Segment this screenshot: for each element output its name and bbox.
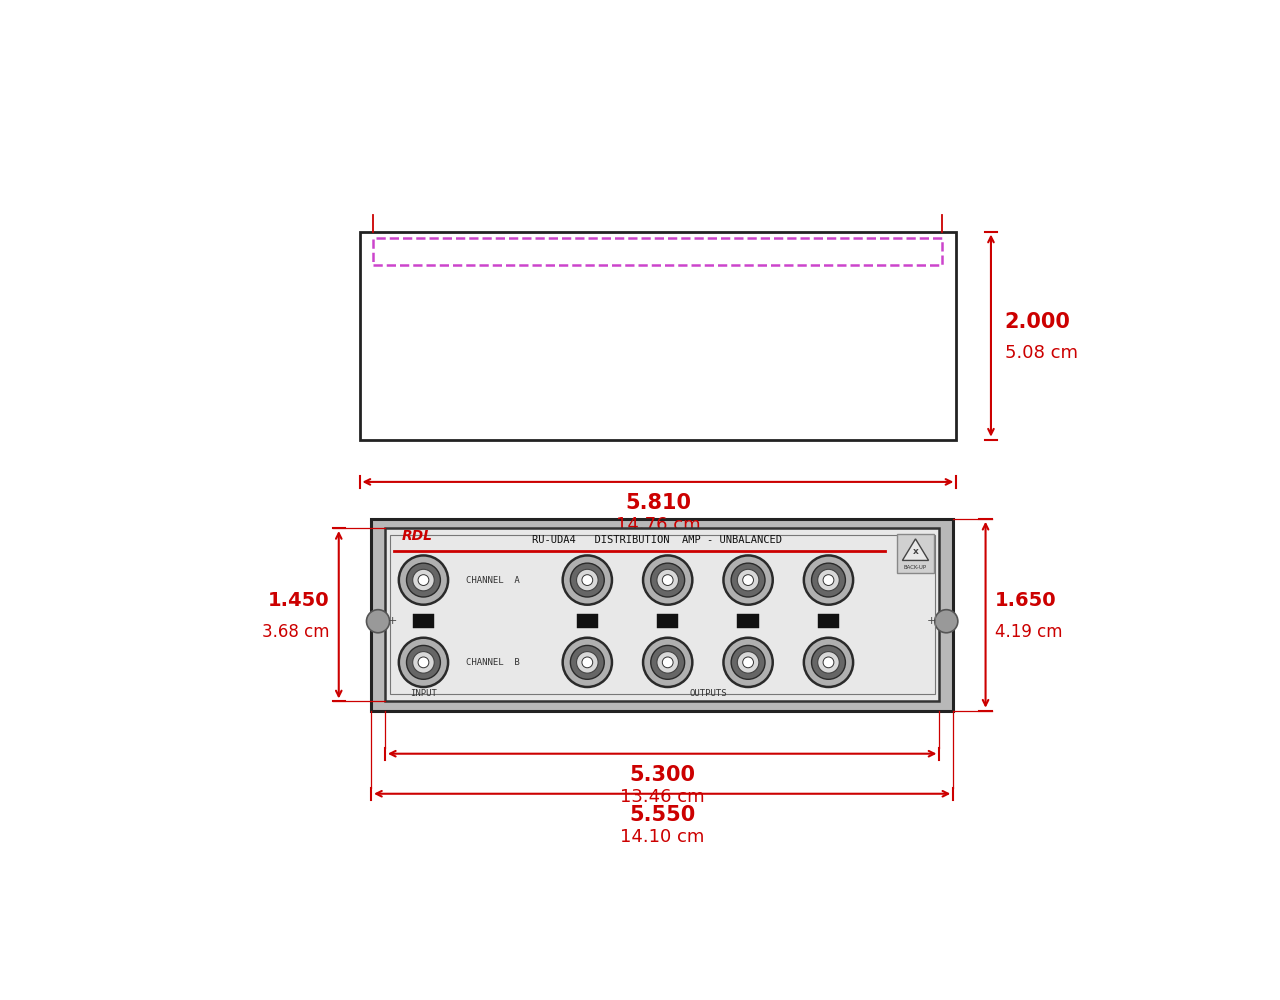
Circle shape — [742, 657, 754, 668]
Bar — [657, 614, 678, 628]
Circle shape — [934, 610, 957, 633]
Circle shape — [576, 569, 598, 591]
Circle shape — [731, 563, 765, 597]
Circle shape — [731, 645, 765, 679]
Circle shape — [419, 575, 429, 585]
Bar — [412, 614, 434, 628]
Text: 14.10 cm: 14.10 cm — [620, 828, 704, 846]
Circle shape — [582, 657, 593, 668]
Bar — [576, 614, 598, 628]
Text: CHANNEL  A: CHANNEL A — [466, 576, 520, 585]
Text: +: + — [927, 616, 937, 626]
Circle shape — [563, 555, 612, 605]
Text: 1.650: 1.650 — [995, 591, 1056, 610]
Text: x: x — [913, 547, 918, 556]
Text: INPUT: INPUT — [410, 689, 436, 698]
Circle shape — [412, 569, 434, 591]
Text: 5.810: 5.810 — [625, 493, 691, 513]
Circle shape — [657, 569, 678, 591]
Circle shape — [804, 555, 854, 605]
Bar — [737, 614, 759, 628]
Bar — [374, 238, 942, 265]
Text: OUTPUTS: OUTPUTS — [689, 689, 727, 698]
Circle shape — [657, 652, 678, 673]
Text: 5.300: 5.300 — [630, 765, 695, 785]
Circle shape — [571, 645, 604, 679]
Circle shape — [399, 638, 448, 687]
Bar — [818, 614, 840, 628]
Text: 2.000: 2.000 — [1005, 312, 1070, 332]
Bar — [385, 528, 940, 701]
Circle shape — [563, 638, 612, 687]
Circle shape — [723, 555, 773, 605]
Circle shape — [412, 652, 434, 673]
Circle shape — [643, 555, 692, 605]
Circle shape — [812, 563, 845, 597]
Circle shape — [662, 575, 673, 585]
Text: 4.19 cm: 4.19 cm — [995, 623, 1062, 641]
Text: 1.450: 1.450 — [268, 591, 329, 610]
Bar — [897, 534, 934, 573]
Circle shape — [650, 563, 685, 597]
Text: RU-UDA4   DISTRIBUTION  AMP - UNBALANCED: RU-UDA4 DISTRIBUTION AMP - UNBALANCED — [531, 535, 782, 545]
Circle shape — [818, 652, 840, 673]
Circle shape — [737, 569, 759, 591]
Circle shape — [804, 638, 854, 687]
Text: CHANNEL  B: CHANNEL B — [466, 658, 520, 667]
Bar — [389, 535, 934, 694]
Circle shape — [419, 657, 429, 668]
Circle shape — [407, 645, 440, 679]
Text: RDL: RDL — [402, 530, 433, 544]
Circle shape — [737, 652, 759, 673]
Circle shape — [366, 610, 389, 633]
Circle shape — [823, 657, 833, 668]
Bar — [371, 519, 954, 711]
Bar — [360, 232, 956, 440]
Circle shape — [650, 645, 685, 679]
Text: 14.76 cm: 14.76 cm — [616, 516, 700, 534]
Text: 5.550: 5.550 — [628, 805, 695, 825]
Circle shape — [812, 645, 845, 679]
Circle shape — [723, 638, 773, 687]
Circle shape — [582, 575, 593, 585]
Text: BACK-UP: BACK-UP — [904, 565, 927, 570]
Circle shape — [576, 652, 598, 673]
Circle shape — [399, 555, 448, 605]
Circle shape — [571, 563, 604, 597]
Text: 13.46 cm: 13.46 cm — [620, 788, 704, 806]
Circle shape — [742, 575, 754, 585]
Text: 5.08 cm: 5.08 cm — [1005, 344, 1078, 362]
Circle shape — [662, 657, 673, 668]
Circle shape — [823, 575, 833, 585]
Text: +: + — [388, 616, 397, 626]
Circle shape — [407, 563, 440, 597]
Text: 3.68 cm: 3.68 cm — [262, 623, 329, 641]
Polygon shape — [902, 539, 928, 560]
Circle shape — [818, 569, 840, 591]
Circle shape — [643, 638, 692, 687]
